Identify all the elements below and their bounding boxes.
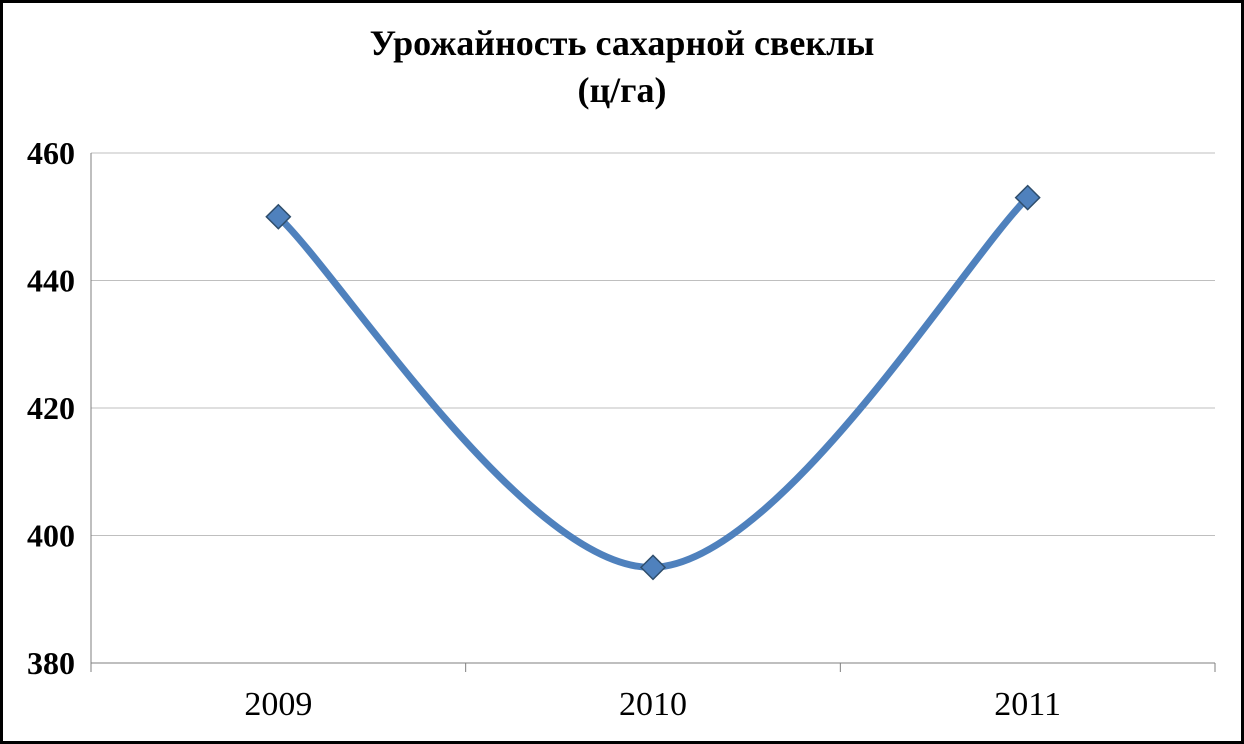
data-point-marker [1014,184,1041,211]
x-tick-label: 2010 [619,686,687,723]
plot-area: 380 400 420 440 460 2009 2010 2011 [27,135,1216,723]
data-point-marker [639,554,667,581]
y-tick-label: 460 [27,135,75,171]
y-tick-label: 380 [27,645,75,681]
data-point-marker [265,203,292,230]
y-tick-label: 420 [27,390,75,426]
x-tick-label: 2009 [244,686,312,723]
chart-subtitle: (ц/га) [577,70,667,110]
x-tick-label: 2011 [994,686,1061,723]
y-tick-label: 440 [27,263,75,299]
chart-title: Урожайность сахарной свеклы [369,23,875,63]
series-line [274,194,1032,571]
y-tick-label: 400 [27,518,75,554]
